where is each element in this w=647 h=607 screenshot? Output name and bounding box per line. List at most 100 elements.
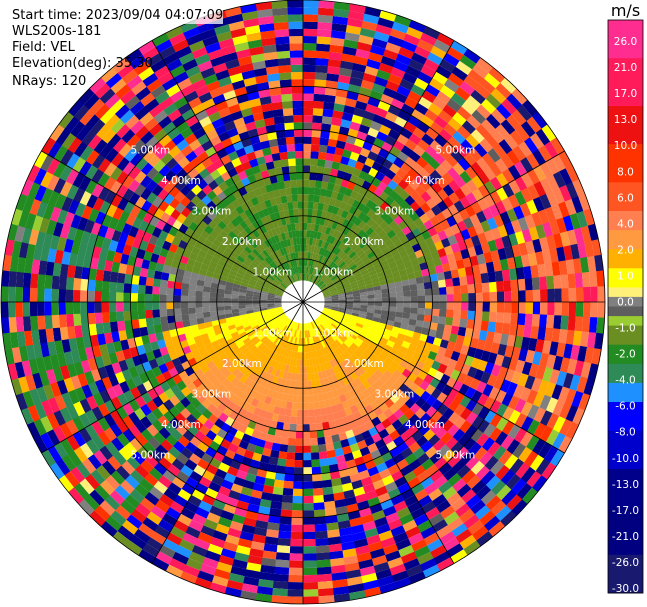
- range-gate: [271, 152, 281, 162]
- range-gate: [347, 466, 359, 476]
- range-gate: [436, 323, 445, 332]
- range-gate: [271, 442, 281, 452]
- range-gate: [353, 302, 361, 306]
- range-gate: [317, 239, 324, 248]
- range-gate: [320, 385, 328, 394]
- range-gate: [105, 475, 120, 491]
- range-gate: [307, 215, 313, 224]
- range-gate: [303, 115, 313, 123]
- range-gate: [429, 322, 438, 331]
- range-gate: [463, 152, 477, 167]
- range-gate: [342, 149, 352, 159]
- range-gate: [316, 342, 321, 350]
- range-gate: [138, 549, 156, 564]
- range-gate: [350, 281, 358, 287]
- range-gate: [337, 290, 346, 295]
- range-gate: [291, 336, 296, 345]
- range-gate: [385, 324, 394, 331]
- range-gate: [202, 557, 219, 569]
- range-gate: [471, 188, 484, 202]
- range-gate: [559, 185, 572, 202]
- range-gate: [108, 301, 117, 313]
- range-gate: [403, 470, 417, 483]
- range-gate: [342, 422, 352, 432]
- range-gate: [332, 484, 344, 494]
- range-gate: [94, 103, 110, 120]
- range-gate: [132, 374, 143, 387]
- range-gate: [182, 564, 200, 578]
- range-gate: [226, 337, 235, 346]
- range-gate: [228, 364, 237, 374]
- range-gate: [212, 62, 228, 74]
- colorbar-tick-label: -30.0: [612, 583, 639, 595]
- range-gate: [284, 231, 290, 240]
- range-gate: [64, 116, 80, 133]
- range-gate: [419, 213, 430, 224]
- range-gate: [442, 184, 455, 197]
- range-gate: [195, 506, 210, 519]
- range-gate: [173, 301, 181, 309]
- range-gate: [66, 363, 78, 378]
- range-gate: [245, 83, 259, 94]
- range-gate: [265, 266, 273, 274]
- range-gate: [274, 226, 281, 235]
- range-gate: [515, 230, 526, 245]
- range-gate: [174, 390, 186, 402]
- range-gate: [303, 158, 311, 166]
- range-gate: [219, 255, 229, 263]
- range-gate: [234, 258, 243, 266]
- range-gate: [230, 483, 243, 494]
- range-gate: [494, 270, 504, 282]
- range-gate: [314, 327, 320, 335]
- range-gate: [367, 466, 379, 477]
- range-gate: [129, 246, 139, 258]
- range-gate: [212, 434, 224, 446]
- range-gate: [268, 80, 281, 89]
- range-ring-label: 3.00km: [375, 205, 415, 217]
- range-gate: [470, 499, 486, 515]
- range-gate: [99, 389, 111, 404]
- range-gate: [324, 304, 332, 307]
- range-gate: [130, 301, 138, 311]
- range-gate: [256, 281, 264, 287]
- range-gate: [338, 216, 346, 226]
- range-gate: [394, 14, 412, 27]
- range-gate: [396, 302, 404, 308]
- range-gate: [54, 249, 64, 264]
- range-gate: [244, 569, 261, 579]
- range-gate: [252, 296, 261, 300]
- range-gate: [83, 93, 100, 110]
- range-gate: [508, 164, 522, 180]
- range-gate: [145, 223, 156, 235]
- range-gate: [159, 96, 174, 110]
- range-gate: [319, 137, 329, 146]
- range-gate: [381, 310, 389, 316]
- range-gate: [211, 319, 220, 327]
- range-gate: [322, 108, 334, 118]
- range-gate: [112, 57, 130, 73]
- range-gate: [416, 470, 430, 483]
- range-gate: [162, 264, 172, 274]
- range-gate: [116, 282, 125, 293]
- range-gate: [335, 329, 343, 336]
- range-gate: [460, 344, 470, 356]
- range-gate: [287, 445, 296, 453]
- range-gate: [225, 382, 236, 392]
- range-gate: [189, 318, 198, 326]
- range-gate: [399, 249, 409, 259]
- range-gate: [359, 308, 368, 313]
- range-gate: [328, 175, 337, 184]
- range-gate: [383, 344, 393, 353]
- range-gate: [168, 186, 181, 198]
- range-gate: [340, 60, 355, 70]
- range-gate: [360, 298, 368, 303]
- range-gate: [280, 315, 287, 322]
- range-gate: [234, 337, 243, 346]
- range-gate: [268, 323, 276, 330]
- colorbar-bin: [608, 306, 643, 317]
- range-gate: [446, 286, 454, 295]
- range-gate: [227, 527, 242, 539]
- range-gate: [330, 262, 337, 270]
- range-gate: [580, 225, 592, 243]
- range-gate: [400, 322, 409, 330]
